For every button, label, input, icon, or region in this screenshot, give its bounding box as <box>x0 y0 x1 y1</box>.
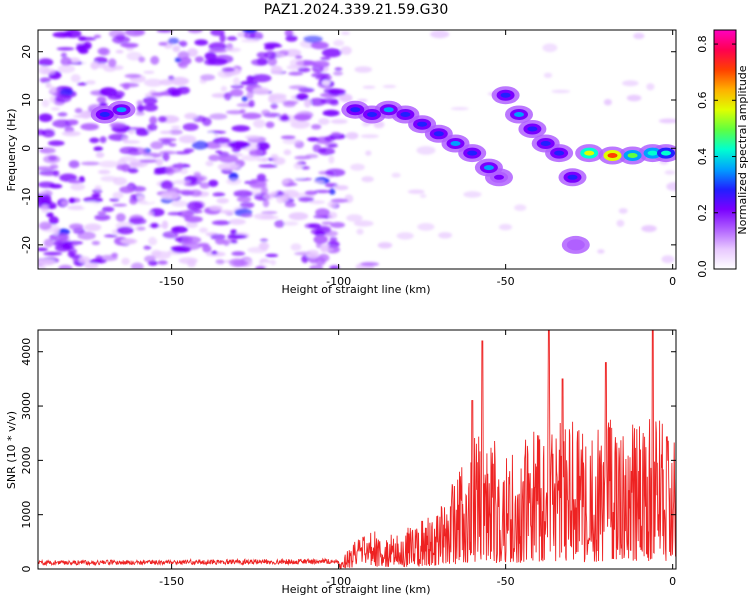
x-tick-label: -100 <box>326 575 351 588</box>
y-tick-label: 10 <box>20 93 33 107</box>
snr-xlabel: Height of straight line (km) <box>281 583 430 596</box>
ridge-core <box>400 112 411 117</box>
y-tick-label: 0 <box>20 566 33 573</box>
snr-axes: -150 -100 -50 0 0 1000 2000 3000 4000 <box>20 330 676 588</box>
y-tick-label: 20 <box>20 45 33 59</box>
colorbar-axis: 0.0 0.2 0.4 0.6 0.8 <box>696 35 736 278</box>
ridge-core <box>483 165 494 171</box>
x-tick-label: -100 <box>326 275 351 288</box>
ridge-core <box>99 112 110 117</box>
x-tick-label: 0 <box>669 575 676 588</box>
ridge-core <box>450 141 461 146</box>
ridge-core <box>350 107 361 113</box>
ridge-core <box>647 150 658 156</box>
x-tick-label: -150 <box>159 275 184 288</box>
snr-plot-area <box>38 330 676 569</box>
colorbar-tick-label: 0.0 <box>696 260 709 278</box>
ridge-core <box>116 107 127 113</box>
heatmap-ridge <box>90 86 676 254</box>
colorbar-tick-label: 0.6 <box>696 92 709 110</box>
ridge-core <box>433 131 444 137</box>
y-tick-label: -10 <box>20 188 33 206</box>
ridge-core <box>554 150 565 156</box>
ridge-core <box>500 92 511 98</box>
x-tick-label: 0 <box>669 275 676 288</box>
spectrogram-ylabel: Frequency (Hz) <box>5 109 18 192</box>
x-tick-label: -150 <box>159 575 184 588</box>
ridge-core <box>527 126 538 132</box>
colorbar: 0.0 0.2 0.4 0.6 0.8 Normalized spectral ampl… <box>696 29 749 278</box>
ridge-core <box>661 150 671 156</box>
ridge-core <box>584 150 595 156</box>
y-tick-label: 1000 <box>20 501 33 529</box>
snr-series-line <box>38 330 676 569</box>
colorbar-tick-label: 0.4 <box>696 148 709 166</box>
snr-line-layer <box>38 330 676 569</box>
ridge-core <box>607 153 618 158</box>
x-tick-label: -50 <box>497 275 515 288</box>
ridge-core <box>467 150 478 156</box>
y-tick-label: 0 <box>20 145 33 152</box>
colorbar-frame <box>713 29 737 270</box>
ridge-core <box>567 174 578 180</box>
colorbar-tick-label: 0.8 <box>696 35 709 53</box>
snr-panel: -150 -100 -50 0 0 1000 2000 3000 4000 Height of … <box>5 329 677 596</box>
y-tick-label: -20 <box>20 236 33 254</box>
ridge-core <box>417 121 428 127</box>
y-tick-label: 3000 <box>20 392 33 420</box>
ridge-core <box>494 174 504 180</box>
spectrogram-xlabel: Height of straight line (km) <box>281 283 430 296</box>
y-tick-label: 2000 <box>20 446 33 474</box>
y-tick-label: 4000 <box>20 338 33 366</box>
snr-ylabel: SNR (10 * v/v) <box>5 411 18 489</box>
chart-title: PAZ1.2024.339.21.59.G30 <box>264 2 449 18</box>
colorbar-gradient <box>714 30 736 269</box>
colorbar-tick-label: 0.2 <box>696 204 709 222</box>
spectrogram-heatmap <box>38 30 676 269</box>
ridge-core <box>627 153 638 158</box>
ridge-core <box>367 112 377 117</box>
colorbar-label: Normalized spectral amplitude <box>736 65 749 234</box>
ridge-core <box>540 141 551 146</box>
ridge-core <box>570 242 581 248</box>
ridge-core <box>514 112 524 117</box>
ridge-core <box>383 107 394 113</box>
x-tick-label: -50 <box>497 575 515 588</box>
spectrogram-frame <box>37 29 677 270</box>
snr-frame <box>37 329 677 570</box>
